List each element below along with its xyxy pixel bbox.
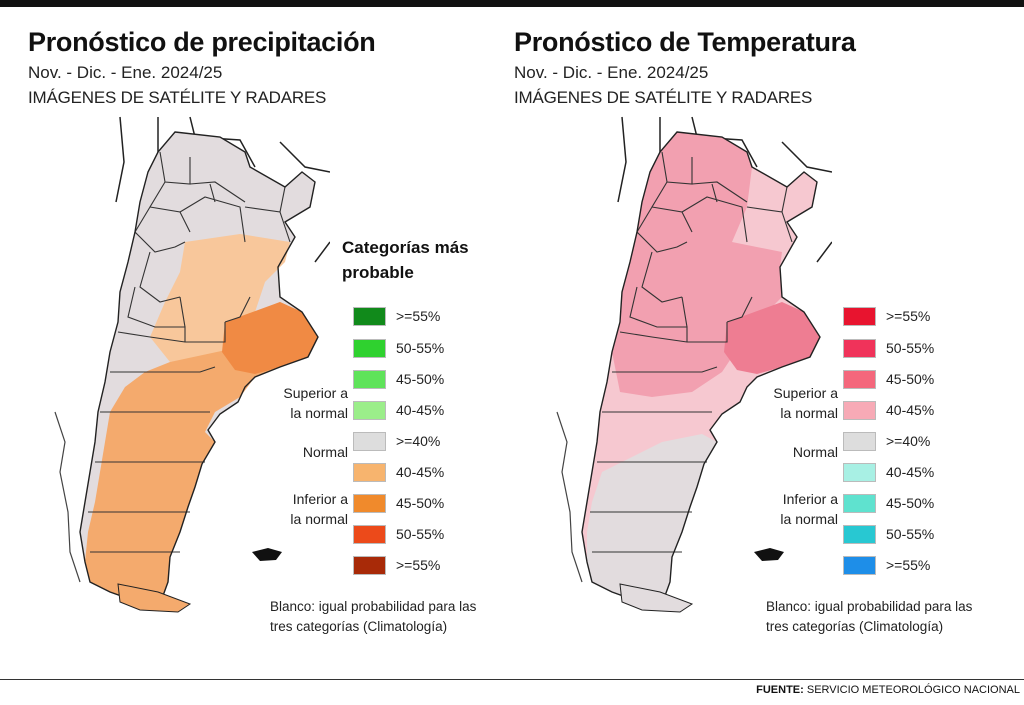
legend-swatch [843,463,876,482]
climatology-note: Blanco: igual probabilidad para las tres… [766,597,972,637]
legend-swatch [843,494,876,513]
superior-line1: Superior a [773,385,838,401]
normal-group-label: Normal [302,444,348,460]
malvinas-islands [252,548,282,561]
legend-label: >=55% [396,557,441,573]
legend-swatch [843,370,876,389]
inferior-line1: Inferior a [782,491,838,507]
legend-label: >=55% [886,557,931,573]
legend-label: >=40% [396,433,441,449]
inferior-group-label: Inferior a la normal [780,489,838,529]
region-medium [85,302,318,604]
chile-coast [556,411,583,583]
note-line1: Blanco: igual probabilidad para las [270,599,477,614]
inferior-line2: la normal [290,511,348,527]
legend-label: 50-55% [396,340,445,356]
legend-label: 50-55% [396,526,445,542]
chile-coast [54,411,81,583]
legend-swatch [353,307,386,326]
province-borders [590,151,793,553]
superior-line1: Superior a [283,385,348,401]
legend-label: 50-55% [886,526,935,542]
temperature-map [556,116,832,613]
inferior-line2: la normal [780,511,838,527]
tierra-del-fuego [619,583,694,613]
source-label: FUENTE: [756,684,804,696]
temperature-legend: >=55% 50-55% 45-50% 40-45% >=40% 40-45% … [758,307,968,587]
country-outline [79,131,319,605]
legend-label: 40-45% [886,464,935,480]
superior-group-label: Superior a la normal [773,383,838,423]
legend-label: 45-50% [886,371,935,387]
region-strong [724,302,820,374]
superior-line2: la normal [290,405,348,421]
legend-swatch [843,556,876,575]
legend-label: >=55% [886,308,931,324]
legend-swatch [353,525,386,544]
legend-swatch [353,556,386,575]
footer-divider [0,679,1024,680]
panel-title: Pronóstico de Temperatura [514,27,856,57]
panel-title: Pronóstico de precipitación [28,27,376,57]
region-neutral [587,434,717,604]
legend-swatch [843,339,876,358]
legend-title-line2: probable [342,263,414,282]
province-borders [88,151,291,553]
legend-label: 40-45% [396,464,445,480]
country-outline [581,131,821,605]
inferior-group-label: Inferior a la normal [290,489,348,529]
climatology-note: Blanco: igual probabilidad para las tres… [270,597,476,637]
legend-label: 40-45% [886,402,935,418]
source-credit: FUENTE: SERVICIO METEOROLÓGICO NACIONAL [756,684,1020,696]
legend-label: 45-50% [396,371,445,387]
legend-swatch [353,401,386,420]
superior-group-label: Superior a la normal [283,383,348,423]
region-strong [222,302,318,374]
precipitation-panel: Pronóstico de precipitación Nov. - Dic. … [0,7,500,667]
precipitation-legend: >=55% 50-55% 45-50% 40-45% >=40% 40-45% … [268,307,478,587]
temperature-panel: Pronóstico de Temperatura Nov. - Dic. - … [492,7,992,667]
panel-period: Nov. - Dic. - Ene. 2024/25 [28,63,223,82]
legend-label: 45-50% [396,495,445,511]
note-line1: Blanco: igual probabilidad para las [766,599,973,614]
legend-title-line1: Categorías más [342,238,469,257]
legend-label: 40-45% [396,402,445,418]
inferior-line1: Inferior a [292,491,348,507]
source-text: SERVICIO METEOROLÓGICO NACIONAL [806,684,1020,696]
normal-group-label: Normal [792,444,838,460]
tierra-del-fuego [117,583,192,613]
legend-swatch [353,494,386,513]
note-line2: tres categorías (Climatología) [766,619,944,634]
legend-swatch [843,525,876,544]
legend-swatch [353,463,386,482]
legend-title: Categorías más probable [342,235,469,285]
top-border [0,0,1024,7]
precipitation-map [54,116,330,613]
panel-source-type: IMÁGENES DE SATÉLITE Y RADARES [514,88,813,107]
legend-swatch [843,432,876,451]
legend-swatch [353,370,386,389]
panel-period: Nov. - Dic. - Ene. 2024/25 [514,63,709,82]
legend-swatch [843,401,876,420]
legend-swatch [353,432,386,451]
note-line2: tres categorías (Climatología) [270,619,448,634]
legend-swatch [353,339,386,358]
legend-label: >=55% [396,308,441,324]
malvinas-islands [754,548,784,561]
legend-label: 45-50% [886,495,935,511]
legend-swatch [843,307,876,326]
panel-source-type: IMÁGENES DE SATÉLITE Y RADARES [28,88,327,107]
legend-label: 50-55% [886,340,935,356]
superior-line2: la normal [780,405,838,421]
legend-label: >=40% [886,433,931,449]
